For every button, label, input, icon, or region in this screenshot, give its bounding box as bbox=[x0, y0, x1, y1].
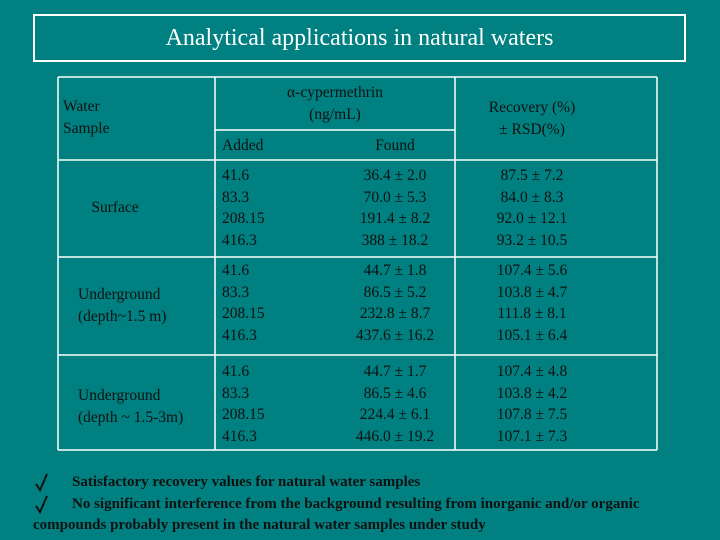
header-cell: Recovery (%) bbox=[488, 99, 576, 116]
sample-cell: (depth ~ 1.5-3m) bbox=[78, 408, 184, 426]
found-cell: 224.4 ± 6.1 bbox=[359, 406, 431, 423]
header-cell: Water bbox=[63, 98, 100, 115]
recovery-cell: 107.4 ± 5.6 bbox=[496, 262, 568, 279]
added-cell: 83.3 bbox=[222, 283, 250, 301]
added-cell: 83.3 bbox=[222, 188, 250, 206]
sample-cell: Underground bbox=[78, 386, 161, 404]
found-cell: 191.4 ± 8.2 bbox=[359, 210, 431, 227]
found-cell: 437.6 ± 16.2 bbox=[355, 326, 435, 344]
found-cell: 86.5 ± 4.6 bbox=[363, 384, 427, 402]
added-cell: 41.6 bbox=[222, 262, 250, 279]
header-cell: Found bbox=[375, 137, 415, 154]
recovery-cell: 105.1 ± 6.4 bbox=[496, 326, 568, 344]
check-icon bbox=[35, 473, 48, 493]
added-cell: 416.3 bbox=[222, 231, 257, 249]
sample-cell: Surface bbox=[91, 199, 139, 217]
bullet-text: No significant interference from the bac… bbox=[33, 495, 640, 534]
header-cell: (ng/mL) bbox=[309, 106, 361, 123]
added-cell: 83.3 bbox=[222, 384, 250, 402]
found-cell: 232.8 ± 8.7 bbox=[359, 305, 431, 322]
found-cell: 446.0 ± 19.2 bbox=[355, 427, 435, 445]
header-cell: ± RSD(%) bbox=[499, 121, 565, 138]
sample-cell: Underground bbox=[78, 285, 161, 303]
added-cell: 416.3 bbox=[222, 427, 257, 445]
recovery-cell: 103.8 ± 4.2 bbox=[496, 384, 568, 402]
found-cell: 388 ± 18.2 bbox=[361, 231, 429, 249]
added-cell: 208.15 bbox=[222, 406, 265, 423]
sample-cell: (depth~1.5 m) bbox=[78, 307, 167, 325]
header-cell: Sample bbox=[63, 120, 110, 137]
recovery-cell: 111.8 ± 8.1 bbox=[497, 305, 567, 322]
check-icon bbox=[35, 495, 48, 515]
recovery-cell: 92.0 ± 12.1 bbox=[496, 210, 568, 227]
recovery-cell: 84.0 ± 8.3 bbox=[500, 188, 564, 206]
added-cell: 208.15 bbox=[222, 210, 265, 227]
bullet-text: Satisfactory recovery values for natural… bbox=[72, 474, 421, 490]
header-cell: Added bbox=[222, 137, 264, 154]
found-cell: 36.4 ± 2.0 bbox=[363, 167, 427, 184]
recovery-cell: 103.8 ± 4.7 bbox=[496, 283, 568, 301]
found-cell: 44.7 ± 1.7 bbox=[363, 363, 427, 380]
found-cell: 44.7 ± 1.8 bbox=[363, 262, 427, 279]
recovery-cell: 107.8 ± 7.5 bbox=[496, 406, 568, 423]
slide-title: Analytical applications in natural water… bbox=[33, 14, 686, 62]
added-cell: 208.15 bbox=[222, 305, 265, 322]
recovery-cell: 107.1 ± 7.3 bbox=[496, 427, 568, 445]
added-cell: 41.6 bbox=[222, 167, 250, 184]
recovery-cell: 87.5 ± 7.2 bbox=[500, 167, 564, 184]
added-cell: 41.6 bbox=[222, 363, 250, 380]
found-cell: 86.5 ± 5.2 bbox=[363, 283, 427, 301]
recovery-cell: 107.4 ± 4.8 bbox=[496, 363, 568, 380]
header-cell: α-cypermethrin bbox=[287, 84, 383, 101]
added-cell: 416.3 bbox=[222, 326, 257, 344]
found-cell: 70.0 ± 5.3 bbox=[363, 188, 427, 206]
recovery-cell: 93.2 ± 10.5 bbox=[496, 231, 568, 249]
